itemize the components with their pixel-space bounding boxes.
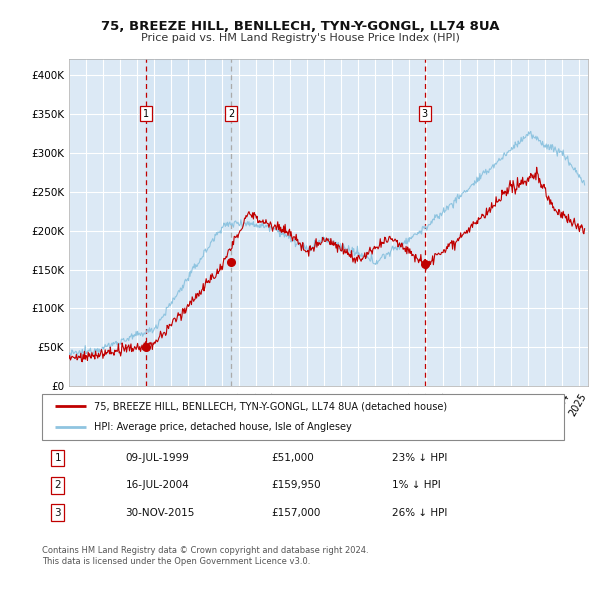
Text: 75, BREEZE HILL, BENLLECH, TYN-Y-GONGL, LL74 8UA (detached house): 75, BREEZE HILL, BENLLECH, TYN-Y-GONGL, … <box>94 401 448 411</box>
Text: 75, BREEZE HILL, BENLLECH, TYN-Y-GONGL, LL74 8UA: 75, BREEZE HILL, BENLLECH, TYN-Y-GONGL, … <box>101 20 499 33</box>
Text: 2: 2 <box>55 480 61 490</box>
Text: £157,000: £157,000 <box>272 507 321 517</box>
Text: Price paid vs. HM Land Registry's House Price Index (HPI): Price paid vs. HM Land Registry's House … <box>140 33 460 43</box>
Text: £159,950: £159,950 <box>272 480 322 490</box>
Text: 1: 1 <box>55 453 61 463</box>
Text: This data is licensed under the Open Government Licence v3.0.: This data is licensed under the Open Gov… <box>42 557 310 566</box>
Text: 09-JUL-1999: 09-JUL-1999 <box>125 453 190 463</box>
Text: 2: 2 <box>228 109 235 119</box>
Bar <box>146 59 232 386</box>
Text: 30-NOV-2015: 30-NOV-2015 <box>125 507 195 517</box>
Text: 26% ↓ HPI: 26% ↓ HPI <box>392 507 447 517</box>
Text: 3: 3 <box>55 507 61 517</box>
FancyBboxPatch shape <box>42 394 564 440</box>
Text: 3: 3 <box>422 109 428 119</box>
Text: Contains HM Land Registry data © Crown copyright and database right 2024.: Contains HM Land Registry data © Crown c… <box>42 546 368 555</box>
Text: 1: 1 <box>143 109 149 119</box>
Text: £51,000: £51,000 <box>272 453 314 463</box>
Text: 23% ↓ HPI: 23% ↓ HPI <box>392 453 447 463</box>
Text: 16-JUL-2004: 16-JUL-2004 <box>125 480 189 490</box>
Text: 1% ↓ HPI: 1% ↓ HPI <box>392 480 440 490</box>
Text: HPI: Average price, detached house, Isle of Anglesey: HPI: Average price, detached house, Isle… <box>94 422 352 432</box>
